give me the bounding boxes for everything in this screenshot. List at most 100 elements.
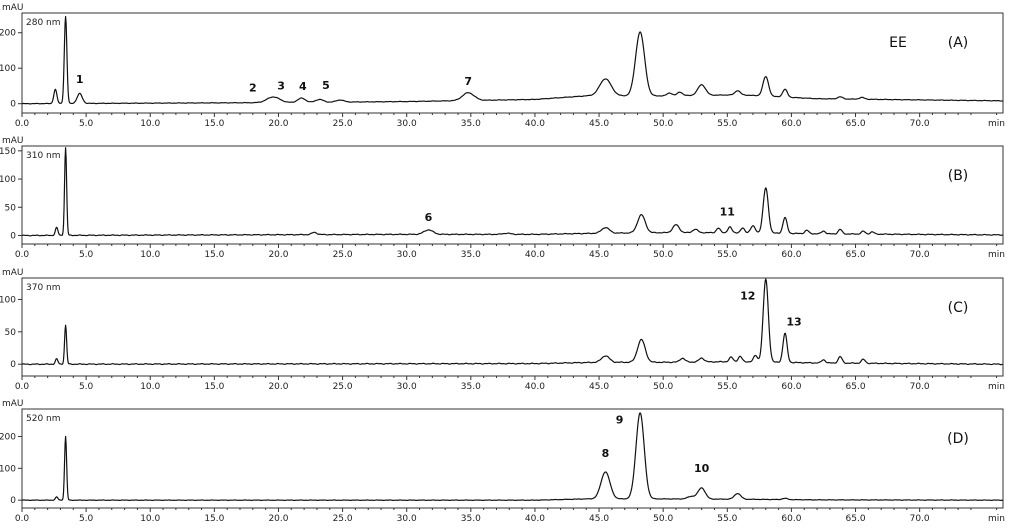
x-tick-label: 65.0 xyxy=(846,119,866,129)
y-tick-label: 0 xyxy=(10,231,16,241)
x-tick-label: 0.0 xyxy=(15,250,30,260)
peak-label: 10 xyxy=(694,462,710,475)
x-tick-label: 35.0 xyxy=(461,514,481,524)
x-tick-label: 35.0 xyxy=(461,382,481,392)
panel-label: (A) xyxy=(948,35,969,51)
y-tick-label: 100 xyxy=(0,64,16,74)
x-tick-label: 45.0 xyxy=(589,250,609,260)
x-tick-label: 40.0 xyxy=(525,514,545,524)
peak-label: 3 xyxy=(277,79,285,92)
chromatogram-trace xyxy=(21,147,1003,237)
peak-label: 11 xyxy=(720,206,735,219)
x-tick-label: 45.0 xyxy=(589,514,609,524)
y-tick-label: 50 xyxy=(5,203,17,213)
x-tick-label: 25.0 xyxy=(333,382,353,392)
peak-label: 13 xyxy=(786,315,801,328)
x-tick-label: 35.0 xyxy=(461,250,481,260)
peak-label: 12 xyxy=(740,289,755,302)
peak-label: 7 xyxy=(464,75,472,88)
x-tick-label: 5.0 xyxy=(79,250,94,260)
x-tick-label: 40.0 xyxy=(525,250,545,260)
y-tick-label: 100 xyxy=(0,464,16,474)
y-axis-label: mAU xyxy=(2,3,24,13)
x-tick-label: 50.0 xyxy=(653,514,673,524)
x-axis-label: min xyxy=(988,382,1005,392)
x-tick-label: 5.0 xyxy=(79,119,94,129)
x-tick-label: 40.0 xyxy=(525,382,545,392)
x-tick-label: 15.0 xyxy=(204,514,224,524)
chromatogram-trace xyxy=(21,15,1003,105)
x-tick-label: 55.0 xyxy=(717,250,737,260)
extract-label: EE xyxy=(889,35,907,51)
x-tick-label: 55.0 xyxy=(717,119,737,129)
x-tick-label: 30.0 xyxy=(397,382,417,392)
y-tick-label: 50 xyxy=(5,328,17,338)
x-axis-label: min xyxy=(988,119,1005,129)
y-tick-label: 200 xyxy=(0,432,16,442)
x-tick-label: 70.0 xyxy=(910,514,930,524)
x-tick-label: 15.0 xyxy=(204,382,224,392)
x-tick-label: 0.0 xyxy=(15,514,30,524)
x-tick-label: 15.0 xyxy=(204,250,224,260)
plot-frame xyxy=(21,145,1004,245)
x-tick-label: 20.0 xyxy=(268,119,288,129)
x-tick-label: 10.0 xyxy=(140,119,160,129)
x-tick-label: 15.0 xyxy=(204,119,224,129)
y-tick-label: 200 xyxy=(0,29,16,39)
x-tick-label: 25.0 xyxy=(333,514,353,524)
plot-frame xyxy=(21,12,1004,114)
x-tick-label: 10.0 xyxy=(140,382,160,392)
panel-label: (B) xyxy=(948,168,969,184)
x-tick-label: 40.0 xyxy=(525,119,545,129)
x-tick-label: 50.0 xyxy=(653,119,673,129)
wavelength-label: 370 nm xyxy=(26,283,61,293)
peak-label: 4 xyxy=(299,80,307,93)
x-tick-label: 10.0 xyxy=(140,514,160,524)
x-tick-label: 5.0 xyxy=(79,514,94,524)
y-tick-label: 150 xyxy=(0,147,16,157)
x-tick-label: 20.0 xyxy=(268,514,288,524)
peak-label: 1 xyxy=(76,73,84,86)
x-tick-label: 65.0 xyxy=(846,250,866,260)
x-tick-label: 65.0 xyxy=(846,382,866,392)
x-tick-label: 55.0 xyxy=(717,514,737,524)
peak-label: 9 xyxy=(616,414,624,427)
x-tick-label: 45.0 xyxy=(589,382,609,392)
y-tick-label: 100 xyxy=(0,175,16,185)
x-tick-label: 30.0 xyxy=(397,514,417,524)
x-tick-label: 60.0 xyxy=(781,382,801,392)
x-axis-label: min xyxy=(988,514,1005,524)
x-tick-label: 10.0 xyxy=(140,250,160,260)
x-tick-label: 60.0 xyxy=(781,119,801,129)
wavelength-label: 310 nm xyxy=(26,151,61,161)
x-tick-label: 30.0 xyxy=(397,119,417,129)
x-tick-label: 5.0 xyxy=(79,382,94,392)
x-tick-label: 50.0 xyxy=(653,250,673,260)
y-axis-label: mAU xyxy=(2,268,24,278)
panel-label: (C) xyxy=(948,300,969,316)
y-tick-label: 0 xyxy=(10,100,16,110)
x-tick-label: 45.0 xyxy=(589,119,609,129)
x-tick-label: 60.0 xyxy=(781,250,801,260)
y-axis-label: mAU xyxy=(2,399,24,409)
x-tick-label: 70.0 xyxy=(910,382,930,392)
x-tick-label: 70.0 xyxy=(910,250,930,260)
x-tick-label: 20.0 xyxy=(268,250,288,260)
wavelength-label: 520 nm xyxy=(26,414,61,424)
wavelength-label: 280 nm xyxy=(26,18,61,28)
x-tick-label: 25.0 xyxy=(333,119,353,129)
y-tick-label: 0 xyxy=(10,496,16,506)
plot-frame xyxy=(21,277,1004,377)
panel-label: (D) xyxy=(947,431,969,447)
plot-frame xyxy=(21,408,1004,509)
peak-label: 2 xyxy=(249,82,257,95)
chromatogram-trace xyxy=(21,278,1003,366)
y-tick-label: 100 xyxy=(0,295,16,305)
x-tick-label: 0.0 xyxy=(15,382,30,392)
x-tick-label: 35.0 xyxy=(461,119,481,129)
x-tick-label: 20.0 xyxy=(268,382,288,392)
